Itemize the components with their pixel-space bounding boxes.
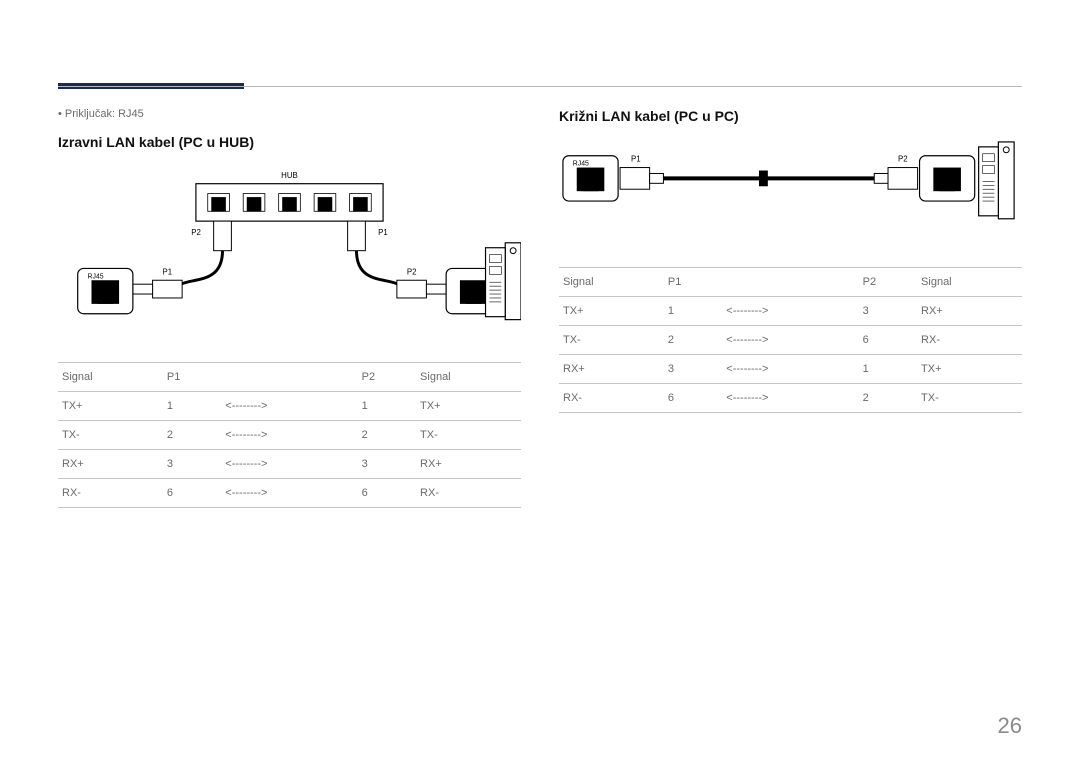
table-header-row: Signal P1 P2 Signal bbox=[559, 268, 1022, 297]
plug-right: P2 bbox=[898, 155, 908, 164]
table-row: TX- 2 <--------> 2 TX- bbox=[58, 421, 521, 450]
table-header-row: Signal P1 P2 Signal bbox=[58, 363, 521, 392]
col-arrow bbox=[722, 268, 858, 297]
hub-port-left-label: P2 bbox=[191, 228, 201, 237]
diagram-pc-to-hub: HUB P2 P1 P1 P2 bbox=[58, 164, 521, 341]
left-column: • Priključak: RJ45 Izravni LAN kabel (PC… bbox=[58, 108, 521, 508]
col-p2: P2 bbox=[358, 363, 416, 392]
right-column: Križni LAN kabel (PC u PC) RJ45 P1 P2 bbox=[559, 108, 1022, 508]
table-row: RX- 6 <--------> 6 RX- bbox=[58, 479, 521, 508]
diagram-pc-to-pc: RJ45 P1 P2 bbox=[559, 138, 1022, 246]
table-row: RX+ 3 <--------> 3 RX+ bbox=[58, 450, 521, 479]
col-p1: P1 bbox=[163, 363, 221, 392]
header-rule bbox=[58, 86, 1022, 87]
connector-bullet: • Priključak: RJ45 bbox=[58, 108, 521, 120]
table-row: TX+ 1 <--------> 3 RX+ bbox=[559, 297, 1022, 326]
table-row: TX+ 1 <--------> 1 TX+ bbox=[58, 392, 521, 421]
col-arrow bbox=[221, 363, 357, 392]
table-row: RX+ 3 <--------> 1 TX+ bbox=[559, 355, 1022, 384]
left-section-title: Izravni LAN kabel (PC u HUB) bbox=[58, 134, 521, 150]
plug-left: P1 bbox=[631, 155, 641, 164]
right-section-title: Križni LAN kabel (PC u PC) bbox=[559, 108, 1022, 124]
hub-label: HUB bbox=[281, 171, 298, 180]
col-p2: P2 bbox=[859, 268, 917, 297]
rj45-label-left: RJ45 bbox=[88, 273, 104, 280]
table-row: RX- 6 <--------> 2 TX- bbox=[559, 384, 1022, 413]
content-columns: • Priključak: RJ45 Izravni LAN kabel (PC… bbox=[58, 108, 1022, 508]
col-p1: P1 bbox=[664, 268, 722, 297]
col-signal-1: Signal bbox=[559, 268, 664, 297]
right-pin-table: Signal P1 P2 Signal TX+ 1 <--------> 3 R… bbox=[559, 267, 1022, 413]
hub-port-right-label: P1 bbox=[378, 228, 388, 237]
rj45-label: RJ45 bbox=[573, 161, 589, 168]
col-signal-1: Signal bbox=[58, 363, 163, 392]
left-pin-table: Signal P1 P2 Signal TX+ 1 <--------> 1 T… bbox=[58, 362, 521, 508]
col-signal-2: Signal bbox=[416, 363, 521, 392]
plug-right-label: P2 bbox=[407, 267, 417, 276]
col-signal-2: Signal bbox=[917, 268, 1022, 297]
page-number: 26 bbox=[998, 713, 1022, 739]
plug-left-label: P1 bbox=[163, 267, 173, 276]
table-row: TX- 2 <--------> 6 RX- bbox=[559, 326, 1022, 355]
